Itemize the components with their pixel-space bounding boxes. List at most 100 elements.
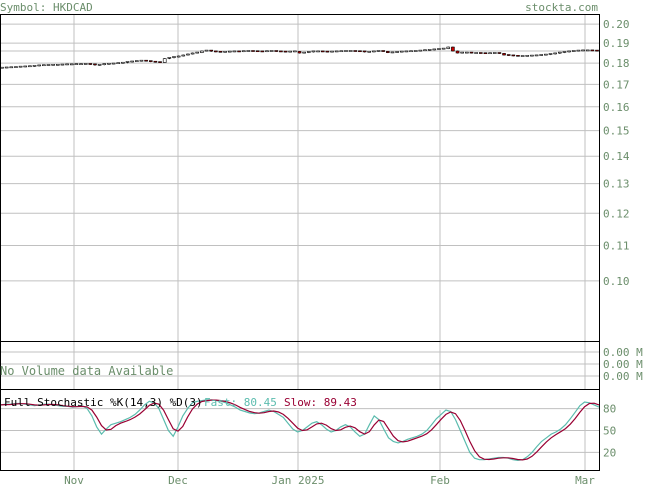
candle bbox=[576, 49, 581, 52]
candle bbox=[372, 50, 376, 53]
candle bbox=[172, 56, 176, 58]
candle bbox=[65, 63, 69, 66]
candle bbox=[232, 50, 237, 53]
candle bbox=[190, 52, 195, 55]
stoch-fast-line bbox=[0, 399, 600, 462]
candle bbox=[339, 50, 344, 53]
volume-note: No Volume data Available bbox=[0, 364, 173, 378]
candle bbox=[130, 60, 134, 63]
x-tick-label: Feb bbox=[430, 474, 450, 486]
candle bbox=[409, 50, 413, 53]
candle bbox=[525, 55, 530, 57]
candle bbox=[390, 51, 395, 54]
candle bbox=[492, 52, 497, 54]
price-tick-label: 0.10 bbox=[603, 275, 630, 288]
candle bbox=[51, 64, 55, 66]
candle bbox=[46, 64, 51, 66]
candle bbox=[516, 55, 520, 57]
candle bbox=[144, 59, 148, 62]
candle bbox=[42, 64, 46, 67]
candle bbox=[293, 50, 297, 53]
stoch-fast-label: Fast: 80.45 bbox=[204, 396, 277, 409]
candle bbox=[255, 50, 260, 53]
stoch-title: Full Stochastic %K(14,3) %D(3) bbox=[4, 396, 203, 409]
candle bbox=[386, 51, 390, 53]
price-axis: 0.20 0.19 0.18 0.17 0.16 0.15 0.14 0.13 0.12 0.11… bbox=[603, 18, 630, 288]
candle bbox=[520, 55, 525, 57]
candle bbox=[9, 66, 14, 69]
candle bbox=[223, 51, 227, 53]
candle bbox=[200, 50, 204, 53]
candle bbox=[74, 63, 79, 65]
candle bbox=[4, 66, 9, 69]
candle bbox=[55, 64, 60, 66]
candle bbox=[195, 51, 200, 54]
price-tick-label: 0.12 bbox=[603, 207, 630, 220]
candle bbox=[446, 46, 451, 49]
candle bbox=[204, 49, 209, 52]
candle bbox=[93, 63, 97, 66]
candle bbox=[311, 50, 316, 53]
candle bbox=[395, 51, 399, 53]
price-tick-label: 0.18 bbox=[603, 57, 630, 70]
candle bbox=[241, 50, 246, 53]
price-tick-label: 0.11 bbox=[603, 240, 630, 253]
candle bbox=[488, 52, 492, 55]
site-label[interactable]: stockta.com bbox=[525, 1, 598, 14]
volume-grid: 0.00 M0.00 M0.00 M bbox=[1, 342, 643, 389]
price-tick-label: 0.14 bbox=[603, 150, 630, 163]
price-tick-label: 0.20 bbox=[603, 18, 630, 31]
candle bbox=[214, 50, 218, 53]
candle bbox=[474, 52, 478, 54]
x-tick-label: Nov bbox=[64, 474, 84, 486]
candle bbox=[125, 61, 130, 63]
candle bbox=[483, 52, 488, 55]
x-axis: Nov Dec Jan 2025 Feb Mar bbox=[64, 474, 595, 486]
candle bbox=[139, 59, 144, 62]
candle bbox=[404, 50, 409, 53]
candle bbox=[362, 50, 367, 53]
price-tick-label: 0.13 bbox=[603, 178, 630, 191]
candle bbox=[28, 65, 32, 68]
price-tick-label: 0.19 bbox=[603, 37, 630, 50]
candle bbox=[497, 52, 502, 54]
candle bbox=[181, 54, 186, 57]
candle bbox=[465, 51, 469, 54]
candle bbox=[297, 51, 302, 54]
candle bbox=[455, 50, 460, 54]
candle bbox=[399, 50, 404, 53]
candle bbox=[320, 50, 325, 53]
candle bbox=[358, 50, 362, 53]
candle bbox=[469, 51, 474, 54]
x-tick-label: Dec bbox=[168, 474, 188, 486]
candle bbox=[167, 57, 172, 59]
candle bbox=[269, 50, 274, 52]
candle bbox=[441, 47, 446, 50]
candle bbox=[581, 49, 585, 52]
candle bbox=[274, 50, 279, 52]
candle bbox=[432, 48, 437, 51]
candle bbox=[478, 52, 483, 54]
candle bbox=[330, 50, 334, 53]
candle bbox=[37, 64, 41, 67]
candle bbox=[413, 50, 418, 52]
candle bbox=[162, 58, 167, 63]
candle bbox=[148, 60, 153, 62]
candle bbox=[427, 49, 432, 51]
candle bbox=[558, 51, 562, 54]
candle bbox=[316, 50, 320, 53]
candle bbox=[158, 61, 162, 63]
candle bbox=[571, 50, 576, 52]
candle bbox=[97, 64, 102, 66]
volume-tick-label: 0.00 M bbox=[603, 346, 643, 359]
candle bbox=[176, 55, 181, 58]
candle bbox=[88, 63, 93, 65]
stoch-tick-label: 50 bbox=[603, 425, 616, 438]
stoch-slow-line bbox=[0, 399, 600, 461]
candle bbox=[506, 54, 511, 56]
candle bbox=[437, 48, 441, 50]
candle bbox=[511, 54, 516, 57]
candle bbox=[18, 65, 23, 68]
candle bbox=[135, 60, 139, 62]
candle bbox=[121, 61, 125, 64]
